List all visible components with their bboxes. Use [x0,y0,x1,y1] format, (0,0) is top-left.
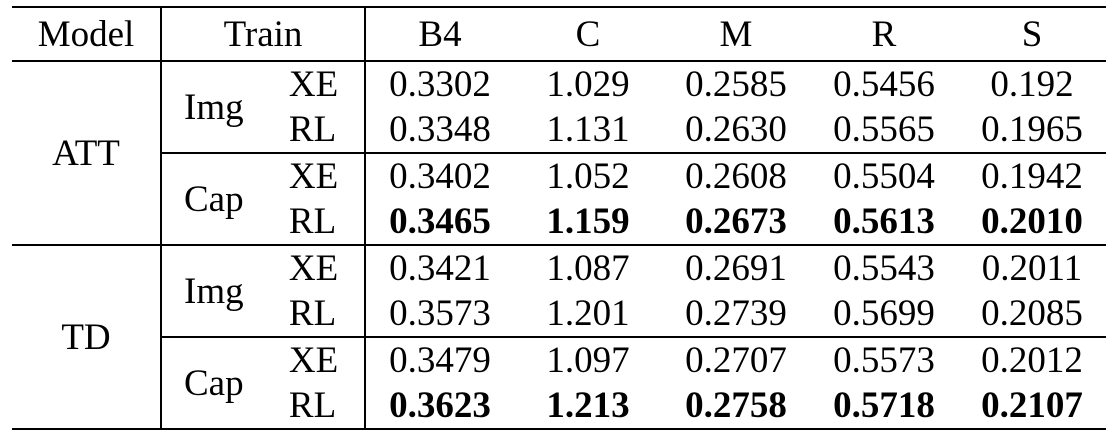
metric-value-cell: 0.2107 [958,383,1106,430]
header-metric-c: C [514,6,662,62]
results-table: Model Train B4 C M R S ATT Img XE 0.3302 1.0… [12,6,1106,430]
results-table-container: Model Train B4 C M R S ATT Img XE 0.3302 1.0… [12,6,1106,430]
table-header: Model Train B4 C M R S [12,6,1106,62]
metric-value-cell: 0.1942 [958,152,1106,199]
train-mode-cell: XE [278,60,367,107]
metric-value-cell: 1.131 [546,109,630,150]
table-row: RL 0.3623 1.213 0.2758 0.5718 0.2107 [12,383,1106,430]
train-mode-cell: XE [278,152,367,199]
train-source-cell: Cap [161,336,279,430]
table-row: Cap XE 0.3402 1.052 0.2608 0.5504 0.1942 [12,152,1106,245]
metric-value-cell: 0.5543 [810,244,958,291]
train-source-cell: Img [161,244,279,337]
metric-value-cell: 0.192 [958,60,1106,107]
metric-value-cell: 1.097 [514,336,662,383]
train-mode-cell: XE [278,336,367,383]
metric-value-cell: 0.2011 [958,244,1106,291]
train-mode-cell: RL [278,107,367,153]
table-row: Cap XE 0.3479 1.097 0.2707 0.5573 0.2012 [12,336,1106,430]
header-metric-m: M [662,6,810,62]
model-name-cell: TD [12,244,162,430]
metric-value-cell: 0.3479 [365,336,514,383]
header-train: Train [161,6,366,62]
metric-value-cell: 0.2758 [662,383,810,430]
metric-value-cell: 0.2707 [662,336,810,383]
metric-value-cell: 0.2085 [981,293,1083,334]
metric-value-cell: 1.213 [514,383,662,430]
metric-value-cell: 0.3421 [365,244,514,291]
metric-value-cell: 0.5456 [810,60,958,107]
metric-value-cell: 1.201 [546,293,630,334]
metric-value-cell: 0.3623 [365,383,514,430]
header-metric-b4: B4 [365,6,514,62]
train-source-cell: Img [161,60,279,153]
metric-value-cell: 0.3348 [389,109,491,150]
metric-value-cell: 0.2010 [981,201,1083,242]
metric-value-cell: 0.5504 [810,152,958,199]
table-row: RL 0.3573 1.201 0.2739 0.5699 0.2085 [12,291,1106,337]
header-metric-r: R [810,6,958,62]
header-metric-s: S [958,6,1106,62]
metric-value-cell: 0.2608 [662,152,810,199]
metric-value-cell: 0.3465 [389,201,491,242]
metric-value-cell: 0.5565 [833,109,935,150]
header-row: Model Train B4 C M R S [12,6,1106,62]
metric-value-cell: 0.2673 [685,201,787,242]
metric-value-cell: 1.159 [546,201,630,242]
metric-value-cell: 0.2585 [662,60,810,107]
metric-value-cell: 1.029 [514,60,662,107]
metric-value-cell: 0.3573 [389,293,491,334]
metric-value-cell: 1.087 [514,244,662,291]
metric-value-cell: 0.2691 [662,244,810,291]
metric-value-cell: 0.5718 [810,383,958,430]
metric-value-cell: 0.3402 [365,152,514,199]
metric-value-cell: 0.2630 [685,109,787,150]
metric-value-cell: 0.5613 [833,201,935,242]
train-mode-cell: RL [278,291,367,337]
table-row: RL 0.3465 1.159 0.2673 0.5613 0.2010 [12,199,1106,245]
metric-value-cell: 0.3302 [365,60,514,107]
header-model: Model [12,6,162,62]
train-mode-cell: RL [278,199,367,245]
table-row: ATT Img XE 0.3302 1.029 0.2585 0.5456 0.192 [12,60,1106,245]
metric-value-cell: 1.052 [514,152,662,199]
metric-value-cell: 0.5699 [833,293,935,334]
table-body: ATT Img XE 0.3302 1.029 0.2585 0.5456 0.192 RL 0.… [12,60,1106,430]
train-mode-cell: RL [278,383,367,430]
model-name-cell: ATT [12,60,162,245]
train-mode-cell: XE [278,244,367,291]
table-row: RL 0.3348 1.131 0.2630 0.5565 0.1965 [12,107,1106,153]
metric-value-cell: 0.5573 [810,336,958,383]
metric-value-cell: 0.1965 [981,109,1083,150]
table-row: TD Img XE 0.3421 1.087 0.2691 0.5543 0.2011 [12,244,1106,430]
metric-value-cell: 0.2012 [958,336,1106,383]
train-source-cell: Cap [161,152,279,245]
metric-value-cell: 0.2739 [685,293,787,334]
